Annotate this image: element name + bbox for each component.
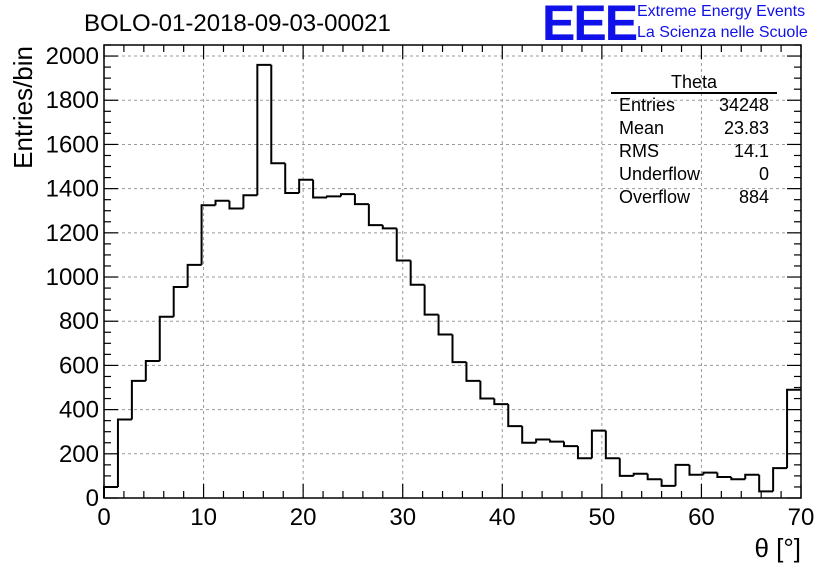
stats-row-entries: Entries 34248: [611, 94, 777, 117]
histogram-bin: [758, 474, 774, 493]
stats-value: 23.83: [723, 118, 769, 138]
histogram-bin: [186, 263, 202, 287]
histogram-bin: [214, 199, 230, 206]
histogram-bin: [409, 260, 425, 286]
histogram-bin: [493, 398, 509, 406]
stats-row-mean: Mean 23.83: [611, 117, 777, 140]
histogram-bin: [353, 194, 369, 206]
histogram-bin: [479, 380, 495, 400]
grid-lines: [104, 45, 801, 498]
stats-row-overflow: Overflow 884: [611, 186, 777, 209]
y-tick-label: 1600: [46, 131, 99, 158]
histogram-bin: [200, 204, 216, 265]
x-tick-label: 70: [788, 504, 815, 531]
y-tick-label: 1200: [46, 220, 99, 247]
y-tick-label: 200: [59, 441, 99, 468]
y-tick-label: 1000: [46, 264, 99, 291]
histogram-bin: [381, 225, 397, 230]
histogram-bin: [688, 464, 704, 476]
x-tick-label: 20: [290, 504, 317, 531]
y-tick-label: 1800: [46, 87, 99, 114]
x-tick-label: 10: [190, 504, 217, 531]
histogram-bin: [437, 314, 453, 336]
histogram-bin: [465, 362, 481, 382]
stats-box: Theta Entries 34248 Mean 23.83 RMS 14.1 …: [611, 72, 777, 209]
histogram-bin: [549, 439, 565, 443]
histogram-bin: [116, 418, 132, 487]
y-tick-label: 1400: [46, 176, 99, 203]
y-tick-label: 600: [59, 352, 99, 379]
histogram-bin: [507, 404, 523, 428]
histogram-bin: [786, 388, 801, 469]
x-tick-label: 50: [589, 504, 616, 531]
y-tick-label: 800: [59, 308, 99, 335]
histogram-bin: [674, 463, 690, 486]
histogram-series: [103, 63, 801, 498]
histogram-bin: [103, 485, 118, 498]
histogram-bin: [312, 179, 328, 199]
histogram-bin: [242, 194, 258, 209]
y-tick-label: 0: [86, 485, 99, 512]
tick-labels: 0 10 20 30 40 50 60 70 0 200 400 600 800 1000 1200 1400…: [46, 43, 815, 531]
histogram-bin: [256, 63, 272, 196]
x-tick-label: 40: [489, 504, 516, 531]
stats-value: 14.1: [733, 141, 769, 161]
eee-logo: EEE: [542, 0, 638, 51]
histogram-bin: [632, 472, 648, 476]
histogram-bin: [646, 473, 662, 481]
histogram-bin: [284, 163, 300, 195]
plot-frame: [103, 44, 802, 499]
histogram-bin: [576, 446, 592, 460]
histogram-bin: [298, 178, 314, 194]
chart-title: BOLO-01-2018-09-03-00021: [84, 10, 391, 37]
histogram-bin: [367, 204, 383, 227]
stats-value: 0: [758, 164, 769, 184]
stats-row-underflow: Underflow 0: [611, 163, 777, 186]
histogram-bin: [423, 284, 439, 316]
histogram-bin: [339, 193, 355, 197]
stats-label: RMS: [619, 141, 659, 161]
histogram-bin: [716, 472, 732, 479]
histogram-bin: [660, 479, 676, 487]
eee-logo-line2: La Scienza nelle Scuole: [637, 24, 808, 41]
axes: [103, 44, 802, 499]
histogram-bin: [618, 458, 634, 477]
histogram-bin: [730, 477, 746, 481]
histogram-bin: [395, 228, 411, 262]
stats-label: Entries: [619, 95, 676, 115]
histogram-bin: [172, 285, 188, 317]
y-tick-label: 2000: [46, 43, 99, 70]
histogram-bin: [144, 359, 160, 381]
histogram-bin: [590, 429, 606, 459]
histogram-bin: [326, 195, 341, 198]
stats-row-rms: RMS 14.1: [611, 140, 777, 163]
stats-value: 34248: [718, 95, 769, 115]
y-tick-label: 400: [59, 397, 99, 424]
stats-label: Underflow: [619, 164, 701, 184]
stats-value: 884: [738, 187, 769, 207]
stats-label: Mean: [619, 118, 665, 138]
histogram-bin: [270, 64, 286, 165]
histogram-bin: [521, 426, 537, 444]
histogram-bin: [772, 467, 788, 492]
y-axis-label: Entries/bin: [8, 46, 38, 169]
stats-label: Overflow: [619, 187, 691, 207]
x-tick-label: 0: [97, 504, 110, 531]
x-tick-label: 60: [688, 504, 715, 531]
histogram-bin: [535, 438, 551, 443]
histogram-bin: [702, 471, 718, 475]
histogram-bin: [451, 334, 467, 364]
histogram-bin: [130, 379, 146, 420]
histogram-bin: [604, 430, 620, 460]
eee-logo-line1: Extreme Energy Events: [637, 3, 806, 20]
histogram-bin: [744, 473, 760, 480]
x-axis-label: θ [°]: [754, 533, 801, 563]
histogram-bin: [158, 315, 174, 361]
histogram-bin: [563, 441, 578, 448]
x-tick-label: 30: [389, 504, 416, 531]
histogram-bin: [228, 200, 244, 210]
stats-box-title: Theta: [611, 72, 777, 94]
